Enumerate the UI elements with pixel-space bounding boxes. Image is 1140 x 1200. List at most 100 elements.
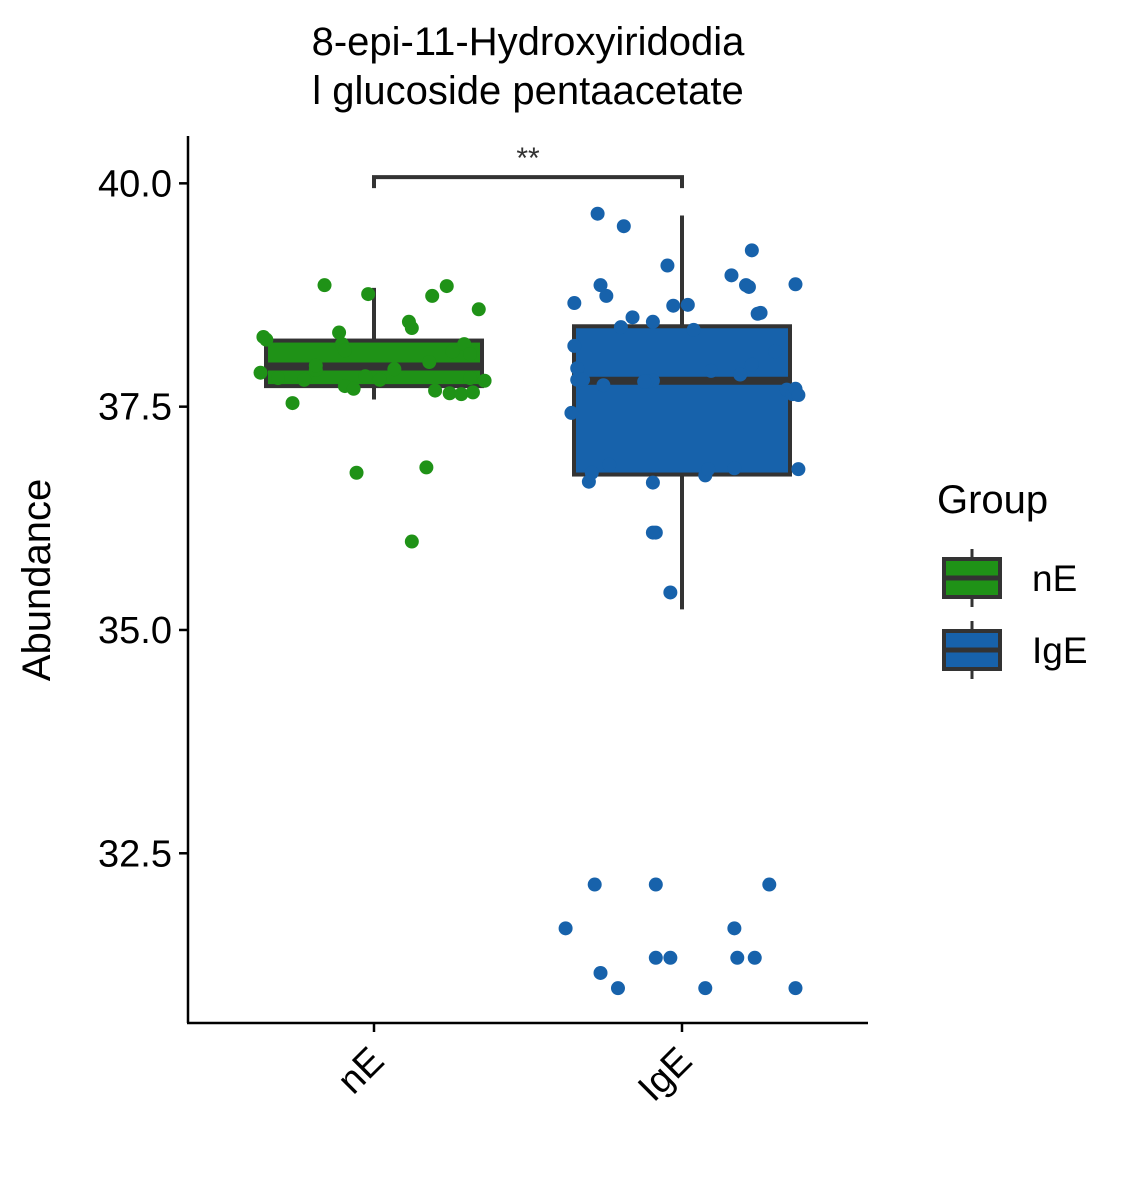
legend-item-nE: nE (942, 549, 1077, 607)
data-point (259, 332, 274, 347)
legend: Group nE IgE (937, 478, 1088, 679)
data-point (596, 378, 611, 393)
data-point (445, 344, 460, 359)
data-point (471, 302, 486, 317)
data-point (698, 981, 713, 996)
data-point (463, 346, 478, 361)
data-point (419, 460, 434, 475)
data-point (439, 279, 454, 294)
plot-area: ** (253, 142, 806, 996)
data-point (361, 287, 376, 302)
data-point (564, 405, 579, 420)
data-point (788, 981, 803, 996)
data-point (768, 344, 783, 359)
legend-label: nE (1032, 558, 1077, 599)
y-tick-label: 35.0 (98, 610, 172, 652)
data-point (317, 278, 332, 293)
data-point (791, 462, 806, 477)
data-point (404, 321, 419, 336)
chart-title: 8-epi-11-Hydroxyiridodia l glucoside pen… (312, 20, 746, 113)
data-point (704, 363, 719, 378)
data-point (587, 877, 602, 892)
bracket-line (372, 175, 684, 189)
y-tick-label: 37.5 (98, 387, 172, 429)
data-point (477, 373, 492, 388)
legend-title: Group (937, 478, 1048, 522)
data-point (570, 361, 585, 376)
data-point (425, 288, 440, 303)
data-point (590, 206, 605, 221)
data-point (253, 365, 268, 380)
data-point (576, 372, 591, 387)
data-point (428, 383, 443, 398)
data-point (744, 243, 759, 258)
data-point (584, 465, 599, 480)
data-point (387, 362, 402, 377)
data-point (599, 288, 614, 303)
y-axis-title: Abundance (15, 479, 59, 681)
data-point (346, 381, 361, 396)
data-point (637, 374, 652, 389)
y-tick-label: 32.5 (98, 833, 172, 875)
legend-item-IgE: IgE (942, 621, 1088, 679)
significance-label: ** (516, 142, 540, 175)
data-point (558, 921, 573, 936)
data-point (358, 369, 373, 384)
data-point (724, 268, 739, 283)
data-point (349, 465, 364, 480)
data-point (730, 950, 745, 965)
data-point (747, 950, 762, 965)
box-IgE (572, 215, 792, 610)
x-tick-label: IgE (630, 1040, 700, 1110)
data-point (270, 371, 285, 386)
data-point (663, 585, 678, 600)
data-point (666, 298, 681, 313)
data-point (404, 534, 419, 549)
data-point (648, 877, 663, 892)
data-point (701, 462, 716, 477)
data-point (727, 461, 742, 476)
data-point (337, 343, 352, 358)
data-point (686, 322, 701, 337)
data-point (645, 475, 660, 490)
data-point (645, 525, 660, 540)
x-tick-label: nE (330, 1040, 393, 1103)
data-point (454, 387, 469, 402)
data-point (788, 277, 803, 292)
significance-bracket: ** (372, 142, 684, 189)
data-point (463, 371, 478, 386)
data-point (593, 965, 608, 980)
legend-label: IgE (1032, 630, 1088, 671)
data-point (645, 314, 660, 329)
points-IgE (558, 206, 806, 996)
data-point (332, 325, 347, 340)
title-line-1: 8-epi-11-Hydroxyiridodia (312, 20, 746, 64)
y-tick-label: 40.0 (98, 163, 172, 205)
data-point (593, 278, 608, 293)
data-point (741, 279, 756, 294)
data-point (465, 385, 480, 400)
data-point (660, 258, 675, 273)
data-point (613, 320, 628, 335)
data-point (762, 877, 777, 892)
data-point (567, 296, 582, 311)
data-point (442, 386, 457, 401)
data-point (602, 457, 617, 472)
data-point (616, 219, 631, 234)
data-point (610, 981, 625, 996)
box-iqr (572, 324, 792, 477)
data-point (791, 388, 806, 403)
data-point (567, 338, 582, 353)
data-point (753, 305, 768, 320)
data-point (372, 372, 387, 387)
data-point (625, 310, 640, 325)
data-point (285, 396, 300, 411)
points-nE (253, 278, 492, 549)
title-line-2: l glucoside pentaacetate (312, 69, 743, 113)
data-point (297, 372, 312, 387)
data-point (663, 950, 678, 965)
data-point (727, 921, 742, 936)
data-point (648, 950, 663, 965)
data-point (308, 358, 323, 373)
